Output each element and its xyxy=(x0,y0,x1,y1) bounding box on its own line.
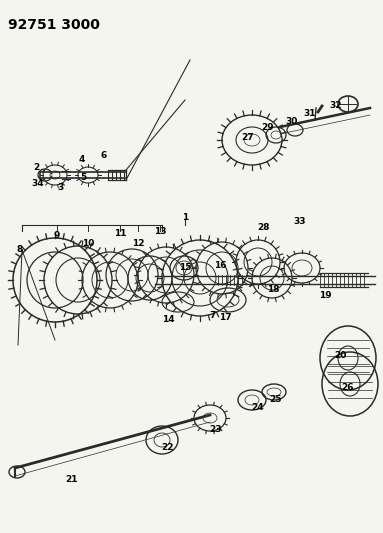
Text: 9: 9 xyxy=(54,230,60,239)
Text: 16: 16 xyxy=(214,261,226,270)
Text: 25: 25 xyxy=(270,395,282,405)
Text: 7: 7 xyxy=(210,311,216,319)
Text: 10: 10 xyxy=(82,238,94,247)
Text: 22: 22 xyxy=(162,443,174,453)
Text: 24: 24 xyxy=(252,403,264,413)
Text: 26: 26 xyxy=(342,384,354,392)
Text: 14: 14 xyxy=(162,316,174,325)
Text: 2: 2 xyxy=(33,164,39,173)
Text: 27: 27 xyxy=(242,133,254,142)
Text: 92751 3000: 92751 3000 xyxy=(8,18,100,32)
Text: 13: 13 xyxy=(154,228,166,237)
Text: 28: 28 xyxy=(258,223,270,232)
Text: 18: 18 xyxy=(267,286,279,295)
Text: 23: 23 xyxy=(210,425,222,434)
Text: 34: 34 xyxy=(32,179,44,188)
Text: 20: 20 xyxy=(334,351,346,359)
Text: 1: 1 xyxy=(182,213,188,222)
Text: 15: 15 xyxy=(179,263,191,272)
Text: 31: 31 xyxy=(304,109,316,117)
Text: 6: 6 xyxy=(101,150,107,159)
Text: 8: 8 xyxy=(17,246,23,254)
Text: 5: 5 xyxy=(80,174,86,182)
Text: 29: 29 xyxy=(262,123,274,132)
Text: 3: 3 xyxy=(57,183,63,192)
Text: 21: 21 xyxy=(66,475,78,484)
Text: 30: 30 xyxy=(286,117,298,125)
Text: 19: 19 xyxy=(319,290,331,300)
Text: 33: 33 xyxy=(294,217,306,227)
Text: 4: 4 xyxy=(79,156,85,165)
Text: 12: 12 xyxy=(132,238,144,247)
Text: 17: 17 xyxy=(219,313,231,322)
Text: 11: 11 xyxy=(114,229,126,238)
Text: 32: 32 xyxy=(330,101,342,109)
